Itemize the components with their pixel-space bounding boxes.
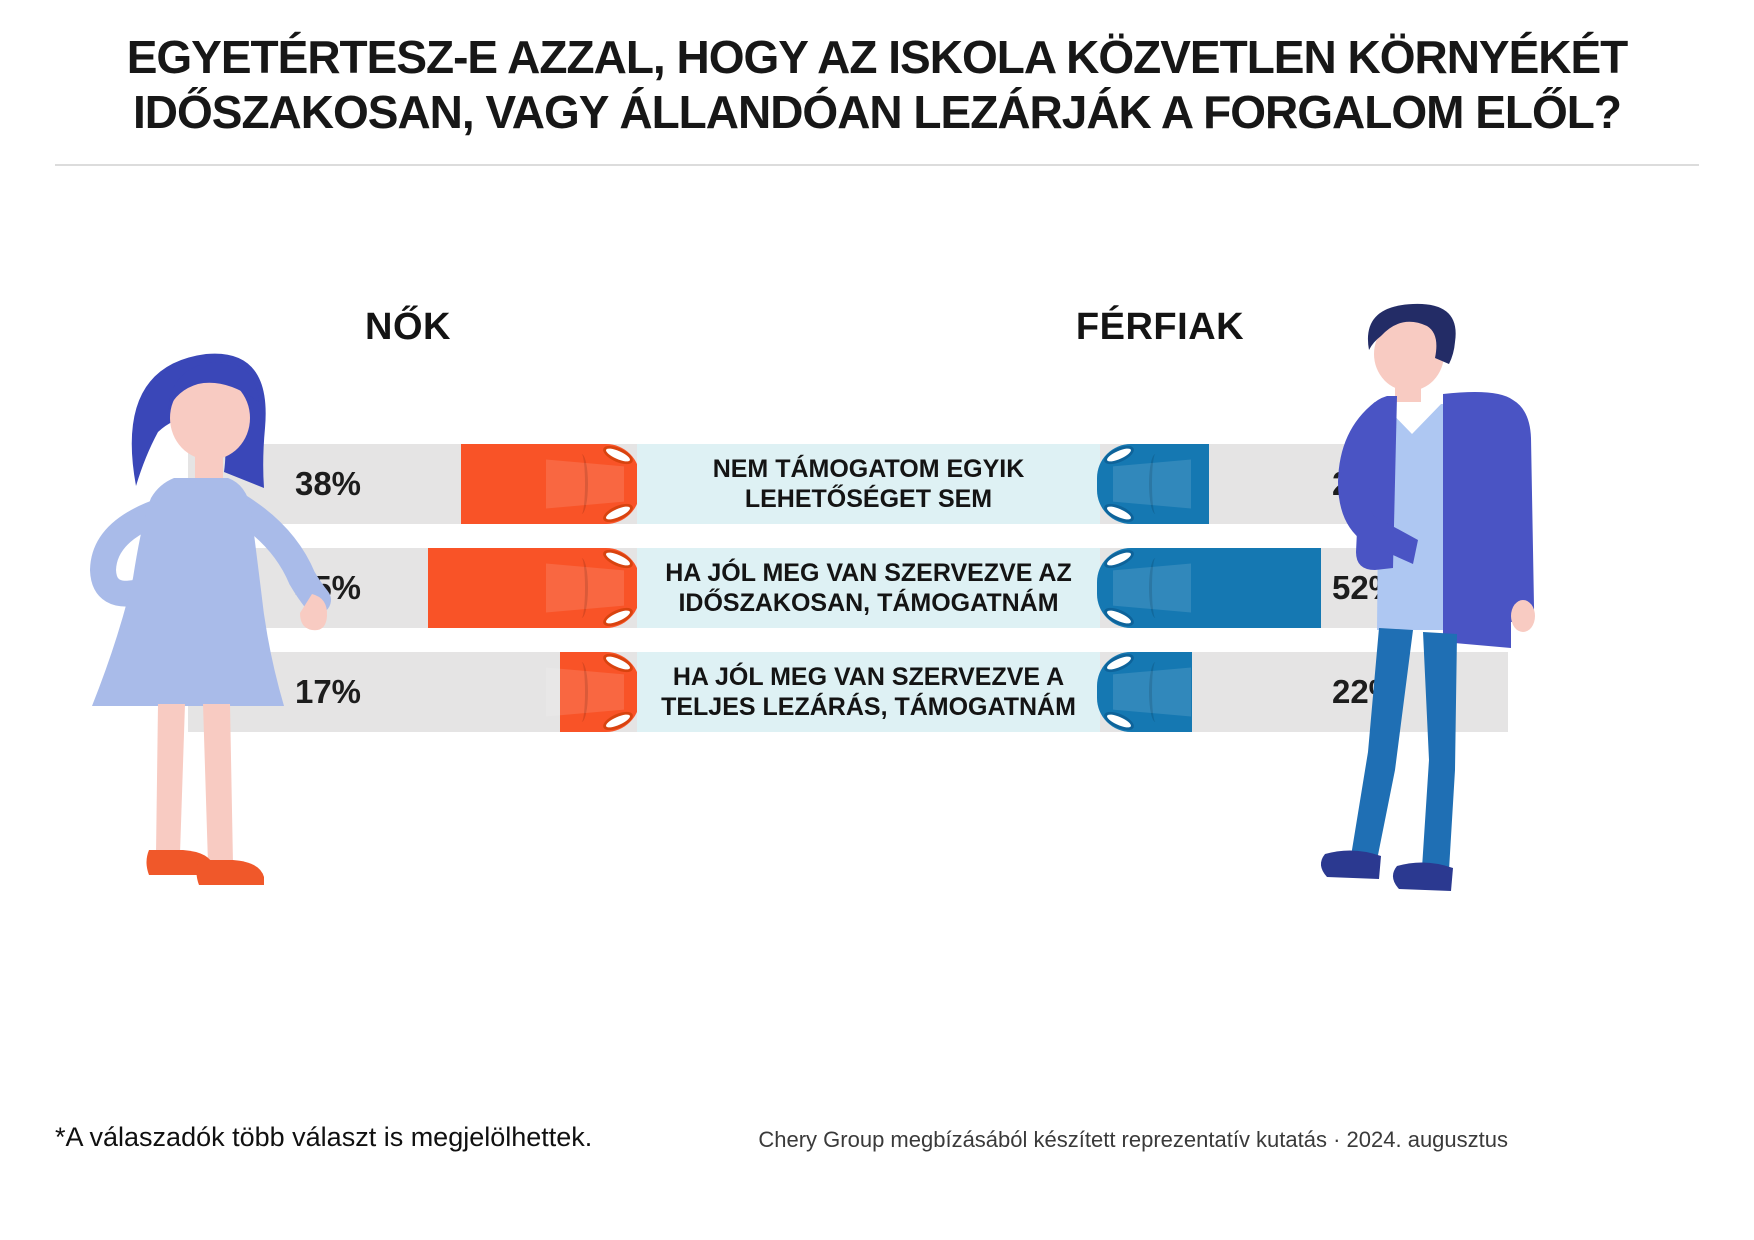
car-windshield-line bbox=[1149, 662, 1162, 722]
car-windshield-line bbox=[575, 454, 588, 514]
women-bar-car bbox=[546, 650, 640, 734]
page-title-line1: EGYETÉRTESZ-E AZZAL, HOGY AZ ISKOLA KÖZV… bbox=[126, 31, 1629, 83]
chart-row: 38% NEM TÁMOGATOM EGYIK LEHETŐSÉGET SEM … bbox=[188, 442, 1508, 526]
answer-label: HA JÓL MEG VAN SZERVEZVE A TELJES LEZÁRÁ… bbox=[637, 652, 1100, 732]
woman-illustration bbox=[89, 353, 331, 885]
car-windshield-line bbox=[575, 662, 588, 722]
bar-chart: 38% NEM TÁMOGATOM EGYIK LEHETŐSÉGET SEM … bbox=[188, 442, 1508, 736]
men-bar-car bbox=[1097, 650, 1192, 734]
women-bar-car bbox=[428, 546, 640, 630]
group-header-men: FÉRFIAK bbox=[1075, 306, 1245, 348]
car-windshield-line bbox=[1149, 558, 1162, 618]
title-divider bbox=[55, 164, 1699, 166]
answer-label: HA JÓL MEG VAN SZERVEZVE AZ IDŐSZAKOSAN,… bbox=[637, 548, 1100, 628]
men-bar-car bbox=[1097, 546, 1321, 630]
source-credit: Chery Group megbízásából készített repre… bbox=[758, 1127, 1508, 1152]
page-title-line2: IDŐSZAKOSAN, VAGY ÁLLANDÓAN LEZÁRJÁK A F… bbox=[133, 86, 1622, 139]
men-bar-car bbox=[1097, 442, 1209, 526]
page-title: EGYETÉRTESZ-E AZZAL, HOGY AZ ISKOLA KÖZV… bbox=[40, 30, 1714, 140]
chart-row: 17% HA JÓL MEG VAN SZERVEZVE A TELJES LE… bbox=[188, 650, 1508, 734]
car-windshield-line bbox=[575, 558, 588, 618]
answer-label: NEM TÁMOGATOM EGYIK LEHETŐSÉGET SEM bbox=[637, 444, 1100, 524]
footnote: *A válaszadók több választ is megjelölhe… bbox=[55, 1122, 593, 1152]
group-header-women: NŐK bbox=[365, 306, 451, 348]
man-illustration bbox=[1320, 303, 1535, 891]
women-bar-car bbox=[461, 442, 640, 526]
women-percent-value: 17% bbox=[294, 673, 362, 710]
chart-row: 45% HA JÓL MEG VAN SZERVEZVE AZ IDŐSZAKO… bbox=[188, 546, 1508, 630]
women-percent-value: 38% bbox=[294, 465, 362, 502]
car-windshield-line bbox=[1149, 454, 1162, 514]
